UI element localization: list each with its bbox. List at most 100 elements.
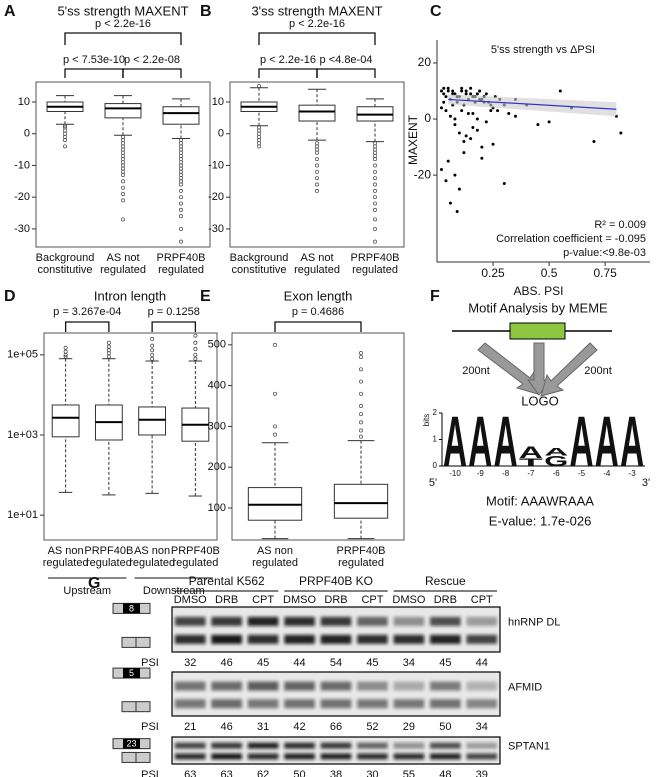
box xyxy=(333,483,389,519)
outlier xyxy=(150,336,155,341)
gel-band xyxy=(430,699,461,709)
x-tick-label: PRPF40B xyxy=(157,252,206,264)
gel-band xyxy=(393,742,425,749)
y-tick-label: 1e+05 xyxy=(7,349,38,361)
gel-band xyxy=(211,681,242,691)
outlier xyxy=(179,179,183,184)
gel-band xyxy=(357,616,388,626)
gel-band xyxy=(211,742,242,749)
gel-band xyxy=(357,742,388,749)
gel-band xyxy=(320,634,352,644)
outlier xyxy=(121,144,125,149)
flank-label: 200nt xyxy=(584,365,612,377)
point xyxy=(444,179,448,183)
outlier xyxy=(179,176,183,181)
y-tick-label: 0 xyxy=(218,128,224,140)
point xyxy=(478,89,482,93)
group-label: PRPF40B KO xyxy=(299,574,373,588)
outlier xyxy=(121,138,125,143)
flank-label: 200nt xyxy=(462,365,490,377)
logo-letter: A xyxy=(595,402,619,483)
point xyxy=(491,142,495,146)
gel-band xyxy=(320,681,352,691)
psi-label: PSI xyxy=(141,721,159,733)
y-tick-label: 10 xyxy=(212,96,224,108)
psi-value: 66 xyxy=(330,721,342,733)
exon-flank xyxy=(121,636,137,648)
psi-value: 34 xyxy=(403,657,415,669)
outlier xyxy=(63,131,67,136)
point xyxy=(469,92,473,96)
panel-label: A xyxy=(4,3,16,20)
y-tick-label: 400 xyxy=(208,380,226,392)
exon-flank xyxy=(135,751,151,763)
point xyxy=(464,134,468,138)
point xyxy=(547,120,551,124)
psi-value: 38 xyxy=(330,769,342,777)
gel-frame xyxy=(171,671,501,717)
outlier xyxy=(179,239,183,244)
x-tick-label: regulated xyxy=(294,264,340,276)
end-label: 3' xyxy=(642,477,650,489)
x-tick-label: AS non xyxy=(134,545,170,557)
bracket xyxy=(64,321,110,332)
chart-title: Exon length xyxy=(284,288,353,303)
chart-title: 5'ss strength MAXENT xyxy=(57,3,188,18)
motif-title: Motif Analysis by MEME xyxy=(468,300,608,315)
plot-frame xyxy=(231,332,405,541)
end-label: 5' xyxy=(429,477,437,489)
outlier xyxy=(179,144,183,149)
position-label: -9 xyxy=(477,469,485,478)
x-tick-label: regulated xyxy=(100,264,146,276)
gel-band xyxy=(357,753,388,760)
y-tick-label: 10 xyxy=(18,96,30,108)
outlier xyxy=(106,348,111,353)
exon-number: 23 xyxy=(126,739,136,749)
x-tick-label: 0.75 xyxy=(593,266,617,280)
x-tick-label: regulated xyxy=(158,264,204,276)
gel-band xyxy=(357,699,388,709)
outlier xyxy=(273,432,277,437)
point xyxy=(442,100,446,104)
gel-band xyxy=(247,616,279,626)
psi-value: 30 xyxy=(366,769,378,777)
position-label: -4 xyxy=(603,469,611,478)
psi-value: 45 xyxy=(257,657,269,669)
arrow xyxy=(477,342,539,395)
gel-band xyxy=(211,699,242,709)
outlier xyxy=(150,343,155,348)
y-tick-label: -20 xyxy=(208,191,224,203)
x-tick-label: regulated xyxy=(338,557,384,569)
y-tick-label: 0 xyxy=(433,461,438,470)
gel-band xyxy=(393,616,425,626)
p-value: p < 7.53e-10 xyxy=(63,54,125,66)
outlier xyxy=(106,340,111,345)
y-tick-label: 1 xyxy=(433,435,438,444)
psi-label: PSI xyxy=(141,769,159,777)
outlier xyxy=(63,134,67,139)
exon-box xyxy=(509,322,566,340)
outlier xyxy=(373,226,377,231)
position-label: -5 xyxy=(578,469,586,478)
point xyxy=(457,131,461,135)
exon-number: 5 xyxy=(129,668,134,678)
outlier xyxy=(63,345,68,350)
position-label: -7 xyxy=(527,469,535,478)
x-tick-label: regulated xyxy=(352,264,398,276)
point xyxy=(469,86,473,90)
outlier xyxy=(257,141,261,146)
outlier xyxy=(179,173,183,177)
outlier xyxy=(373,207,377,212)
chart-title: 5'ss strength vs ΔPSI xyxy=(491,44,595,56)
outlier xyxy=(150,348,155,353)
outlier xyxy=(121,173,125,177)
group-label: Downstream xyxy=(143,585,205,597)
annotation: p-value:<9.8e-03 xyxy=(563,247,646,259)
point xyxy=(471,111,475,115)
gel-band xyxy=(211,753,242,760)
point xyxy=(507,111,511,115)
logo-letter: A xyxy=(494,402,518,483)
x-tick-label: constitutive xyxy=(37,264,92,276)
panel-label: B xyxy=(200,3,212,20)
